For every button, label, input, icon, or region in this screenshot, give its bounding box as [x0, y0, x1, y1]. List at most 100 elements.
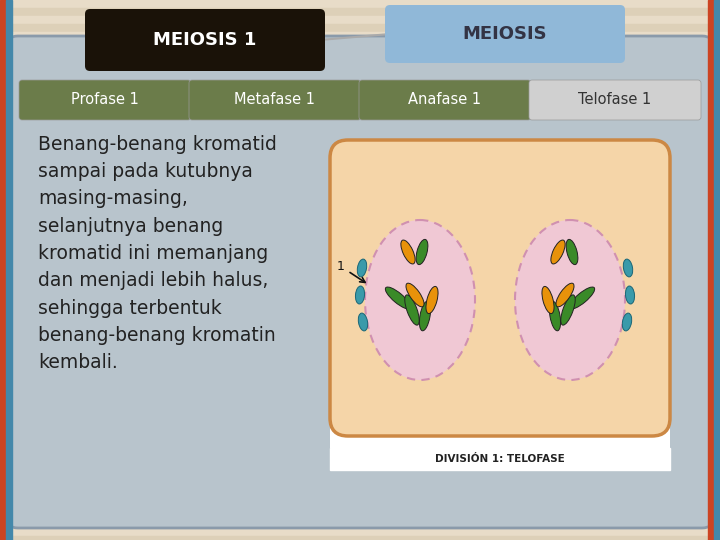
Bar — [0, 496, 720, 504]
Bar — [330, 448, 670, 470]
Ellipse shape — [416, 239, 428, 265]
Bar — [0, 368, 720, 376]
Bar — [0, 24, 720, 32]
Text: 1: 1 — [337, 260, 365, 282]
FancyBboxPatch shape — [85, 9, 325, 71]
Bar — [0, 280, 720, 288]
Bar — [0, 536, 720, 540]
Bar — [0, 120, 720, 128]
Ellipse shape — [566, 239, 578, 265]
Bar — [0, 176, 720, 184]
Bar — [0, 160, 720, 168]
Text: MEIOSIS 1: MEIOSIS 1 — [153, 31, 257, 49]
Bar — [0, 64, 720, 72]
FancyBboxPatch shape — [385, 5, 625, 63]
Ellipse shape — [406, 283, 424, 307]
Bar — [0, 480, 720, 488]
Bar — [330, 148, 670, 448]
Bar — [0, 128, 720, 136]
Ellipse shape — [551, 240, 565, 264]
Ellipse shape — [356, 286, 364, 304]
Bar — [0, 432, 720, 440]
Bar — [0, 312, 720, 320]
FancyBboxPatch shape — [19, 80, 191, 120]
Bar — [0, 304, 720, 312]
Bar — [0, 448, 720, 456]
Bar — [0, 456, 720, 464]
Ellipse shape — [556, 283, 574, 307]
Bar — [0, 344, 720, 352]
Bar — [0, 208, 720, 216]
Ellipse shape — [549, 301, 561, 331]
Bar — [0, 296, 720, 304]
Bar — [6, 0, 12, 540]
Bar — [0, 16, 720, 24]
Bar — [0, 416, 720, 424]
Ellipse shape — [515, 220, 625, 380]
Text: Anafase 1: Anafase 1 — [408, 92, 482, 107]
Bar — [0, 464, 720, 472]
Bar — [0, 512, 720, 520]
Bar — [0, 48, 720, 56]
Bar — [0, 40, 720, 48]
Text: Profase 1: Profase 1 — [71, 92, 139, 107]
Bar — [0, 152, 720, 160]
Bar — [0, 264, 720, 272]
Bar — [0, 424, 720, 432]
Text: MEIOSIS: MEIOSIS — [463, 25, 547, 43]
Bar — [0, 104, 720, 112]
Bar — [0, 248, 720, 256]
Bar — [0, 440, 720, 448]
Bar — [0, 320, 720, 328]
Ellipse shape — [359, 313, 368, 331]
Bar — [0, 288, 720, 296]
Bar — [0, 0, 720, 8]
Bar — [0, 56, 720, 64]
Ellipse shape — [542, 286, 554, 314]
Bar — [0, 0, 6, 540]
Bar — [0, 72, 720, 80]
Bar — [0, 392, 720, 400]
Bar — [0, 224, 720, 232]
Bar — [0, 168, 720, 176]
Ellipse shape — [365, 220, 475, 380]
Text: Metafase 1: Metafase 1 — [235, 92, 315, 107]
Bar — [0, 136, 720, 144]
Bar — [0, 528, 720, 536]
Ellipse shape — [426, 286, 438, 314]
Bar — [0, 488, 720, 496]
Bar — [714, 0, 720, 540]
Bar — [0, 400, 720, 408]
FancyBboxPatch shape — [189, 80, 361, 120]
Bar — [0, 232, 720, 240]
FancyBboxPatch shape — [359, 80, 531, 120]
Ellipse shape — [622, 313, 631, 331]
Bar — [708, 0, 714, 540]
FancyBboxPatch shape — [6, 36, 714, 528]
Ellipse shape — [357, 259, 366, 277]
Bar — [0, 408, 720, 416]
FancyBboxPatch shape — [529, 80, 701, 120]
Bar — [0, 272, 720, 280]
Bar — [0, 8, 720, 16]
Bar — [0, 88, 720, 96]
Bar — [0, 360, 720, 368]
Bar — [0, 32, 720, 40]
Bar — [0, 80, 720, 88]
Ellipse shape — [570, 287, 595, 309]
Text: DIVISIÓN 1: TELOFASE: DIVISIÓN 1: TELOFASE — [435, 454, 565, 464]
Bar — [0, 504, 720, 512]
Bar — [0, 352, 720, 360]
Bar — [0, 256, 720, 264]
Ellipse shape — [401, 240, 415, 264]
Bar — [0, 384, 720, 392]
Bar — [0, 376, 720, 384]
Bar — [0, 112, 720, 120]
Bar — [0, 336, 720, 344]
Bar — [0, 96, 720, 104]
Ellipse shape — [624, 259, 633, 277]
Bar — [0, 472, 720, 480]
Text: Telofase 1: Telofase 1 — [578, 92, 652, 107]
FancyBboxPatch shape — [330, 140, 670, 436]
Ellipse shape — [385, 287, 410, 309]
